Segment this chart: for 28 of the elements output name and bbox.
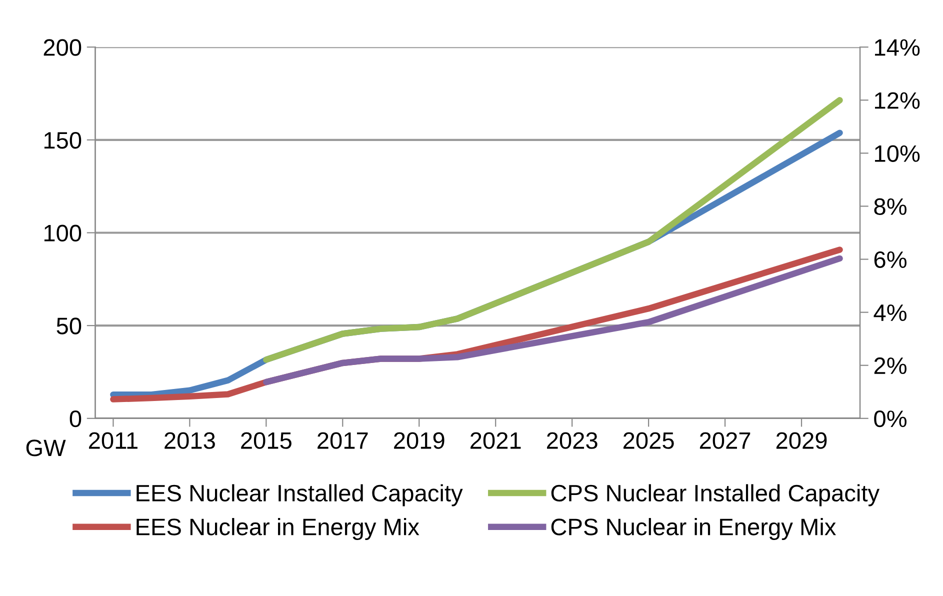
x-tick-label: 2011 [89, 432, 138, 449]
y2-tick-label: 0% [874, 410, 906, 428]
y-tick-label: 200 [44, 39, 82, 56]
x-tick-label: 2029 [776, 432, 827, 449]
y-tick-label: 0 [70, 410, 82, 428]
y2-tick-label: 2% [874, 357, 906, 374]
y2-tick-label: 6% [874, 251, 906, 268]
y2-tick-label: 14% [875, 39, 920, 56]
x-tick-label: 2019 [394, 432, 444, 449]
y2-tick-label: 8% [874, 198, 906, 216]
legend-label: CPS Nuclear in Energy Mix [551, 518, 836, 540]
x-tick-label: 2025 [623, 432, 674, 449]
x-tick-label: 2013 [164, 432, 215, 449]
y2-tick-label: 4% [874, 304, 906, 321]
legend-label: CPS Nuclear Installed Capacity [551, 484, 880, 506]
y-tick-label: 50 [56, 318, 82, 334]
x-tick-label: 2023 [547, 432, 598, 449]
legend-label: EES Nuclear Installed Capacity [136, 484, 463, 506]
y-tick-label: 150 [44, 132, 82, 149]
x-tick-label: 2015 [241, 432, 292, 449]
y-tick-label: 100 [44, 224, 82, 242]
legend-label: EES Nuclear in Energy Mix [136, 518, 420, 540]
y-axis-title: GW [26, 440, 66, 456]
y2-tick-label: 12% [875, 92, 920, 109]
y2-tick-label: 10% [875, 145, 920, 162]
x-tick-label: 2027 [700, 432, 750, 449]
x-tick-label: 2017 [318, 432, 368, 449]
x-tick-label: 2021 [470, 432, 521, 449]
